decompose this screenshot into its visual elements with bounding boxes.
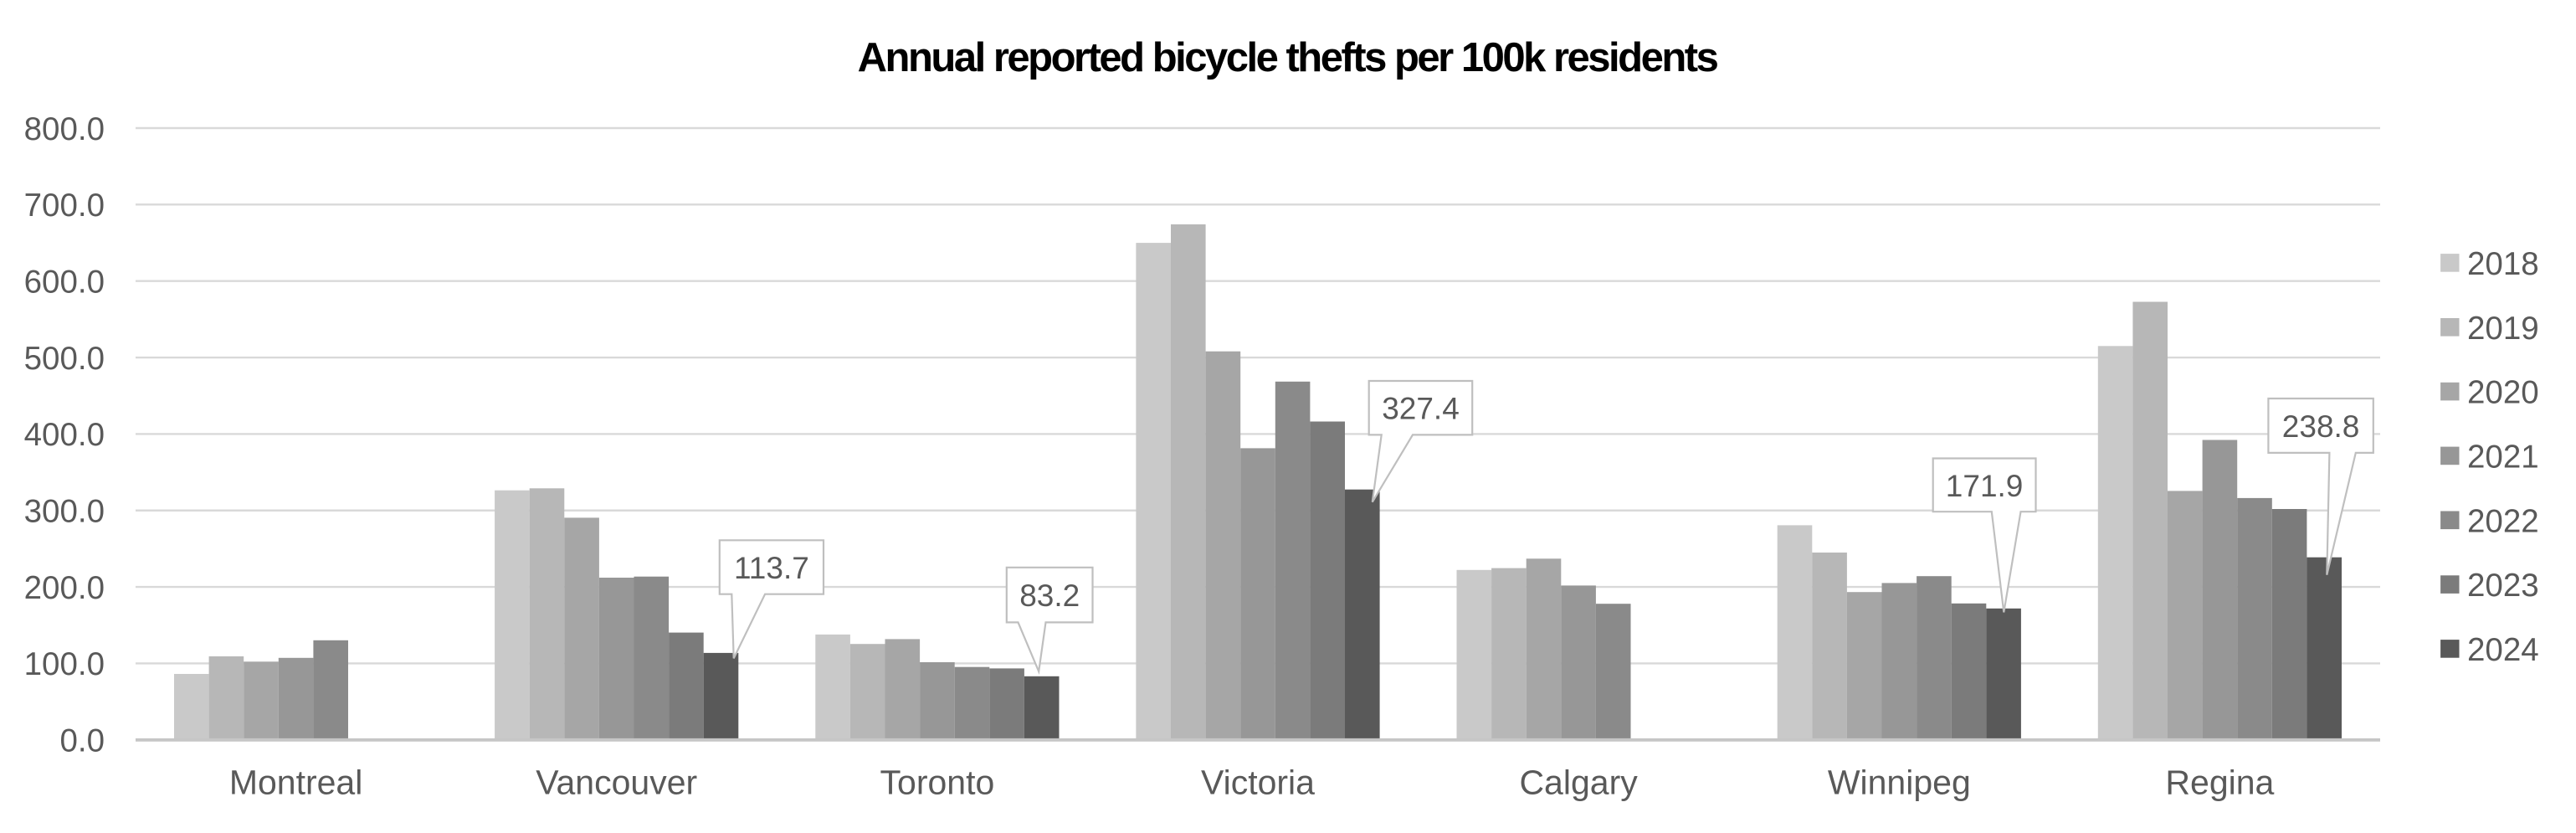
svg-text:300.0: 300.0 (24, 494, 105, 530)
svg-text:Annual reported bicycle thefts: Annual reported bicycle thefts per 100k … (858, 35, 1718, 80)
svg-text:2018: 2018 (2467, 246, 2539, 282)
svg-text:600.0: 600.0 (24, 265, 105, 301)
svg-text:Regina: Regina (2165, 764, 2274, 802)
svg-text:200.0: 200.0 (24, 570, 105, 606)
svg-text:Vancouver: Vancouver (536, 764, 697, 802)
svg-text:100.0: 100.0 (24, 646, 105, 682)
svg-text:0.0: 0.0 (59, 723, 105, 759)
svg-text:400.0: 400.0 (24, 417, 105, 453)
svg-text:Toronto: Toronto (880, 764, 995, 802)
svg-text:500.0: 500.0 (24, 341, 105, 377)
svg-text:2024: 2024 (2467, 632, 2539, 668)
svg-text:238.8: 238.8 (2282, 409, 2360, 444)
svg-text:2020: 2020 (2467, 375, 2539, 411)
svg-text:Winnipeg: Winnipeg (1828, 764, 1971, 802)
svg-text:171.9: 171.9 (1946, 469, 2024, 503)
svg-text:327.4: 327.4 (1382, 392, 1460, 426)
svg-text:113.7: 113.7 (734, 551, 809, 585)
svg-text:700.0: 700.0 (24, 188, 105, 224)
svg-text:2023: 2023 (2467, 568, 2539, 604)
svg-text:83.2: 83.2 (1019, 578, 1080, 613)
svg-text:Calgary: Calgary (1519, 764, 1638, 802)
svg-text:2019: 2019 (2467, 311, 2539, 347)
svg-text:2022: 2022 (2467, 503, 2539, 539)
svg-text:Montreal: Montreal (229, 764, 363, 802)
svg-text:800.0: 800.0 (24, 111, 105, 147)
svg-text:Victoria: Victoria (1201, 764, 1315, 802)
svg-text:2021: 2021 (2467, 439, 2539, 475)
